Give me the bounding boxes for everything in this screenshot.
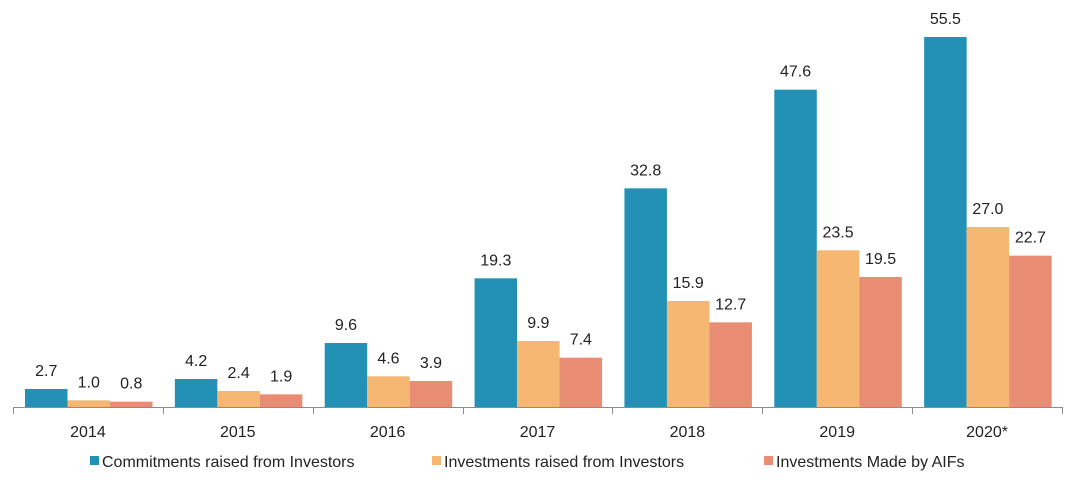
legend-swatch [764, 456, 773, 465]
legend-label: Investments raised from Investors [444, 454, 684, 471]
data-labels-group: 2.7 1.0 0.8 4.2 2.4 1.9 9.6 4.6 3.9 19.3 9.9 7.4 32.… [35, 11, 1046, 393]
data-label: 32.8 [630, 162, 661, 179]
data-label: 55.5 [930, 11, 961, 28]
data-label: 15.9 [673, 275, 704, 292]
data-label: 9.9 [527, 315, 549, 332]
data-label: 27.0 [972, 201, 1003, 218]
data-label: 23.5 [822, 224, 853, 241]
bar-s0-2015 [174, 379, 218, 407]
bar-s1-2015 [217, 391, 260, 407]
bar-s2-2019 [859, 277, 902, 407]
bar-s1-2016 [367, 376, 410, 407]
x-tick-label: 2014 [70, 424, 106, 441]
legend-label: Investments Made by AIFs [776, 454, 965, 471]
bar-s0-2014 [25, 389, 68, 407]
bar-s1-2018 [666, 301, 710, 407]
x-axis: 2014 2015 2016 2017 2018 2019 2020* [13, 407, 1063, 441]
data-label: 1.9 [270, 368, 292, 385]
x-tick-label: 2020* [966, 424, 1008, 441]
legend-swatch [90, 456, 99, 465]
data-label: 9.6 [335, 317, 357, 334]
data-label: 22.7 [1015, 230, 1046, 247]
data-label: 4.2 [185, 353, 207, 370]
bar-s2-2020 [1009, 255, 1052, 407]
bar-s0-2017 [474, 278, 518, 407]
data-label: 19.3 [480, 252, 511, 269]
x-tick-label: 2018 [670, 424, 706, 441]
data-label: 7.4 [570, 332, 592, 349]
x-tick-label: 2017 [520, 424, 556, 441]
data-label: 2.4 [227, 365, 249, 382]
data-label: 19.5 [865, 251, 896, 268]
data-label: 47.6 [780, 64, 811, 81]
data-label: 4.6 [377, 350, 399, 367]
bar-s2-2015 [259, 394, 303, 407]
bar-s1-2019 [816, 250, 860, 407]
data-label: 0.8 [120, 376, 142, 393]
bar-s1-2020 [966, 227, 1010, 407]
x-tick-label: 2019 [819, 424, 855, 441]
bar-s0-2016 [324, 343, 368, 407]
data-label: 2.7 [35, 363, 57, 380]
bar-s2-2017 [559, 357, 603, 407]
x-tick-label: 2016 [370, 424, 406, 441]
legend-label: Commitments raised from Investors [102, 454, 355, 471]
bar-s2-2018 [709, 322, 752, 407]
bar-s1-2014 [67, 400, 110, 407]
bar-s2-2014 [110, 401, 153, 407]
data-label: 12.7 [715, 296, 746, 313]
bar-s1-2017 [517, 341, 560, 407]
x-tick-label: 2015 [220, 424, 256, 441]
data-label: 3.9 [420, 355, 442, 372]
bar-s2-2016 [409, 381, 453, 407]
legend: Commitments raised from Investors Investm… [90, 454, 965, 471]
data-label: 1.0 [78, 374, 100, 391]
bar-s0-2020 [924, 37, 967, 407]
legend-swatch [432, 456, 441, 465]
bars-group [25, 37, 1052, 408]
bar-s0-2018 [624, 188, 667, 407]
bar-s0-2019 [774, 89, 817, 408]
